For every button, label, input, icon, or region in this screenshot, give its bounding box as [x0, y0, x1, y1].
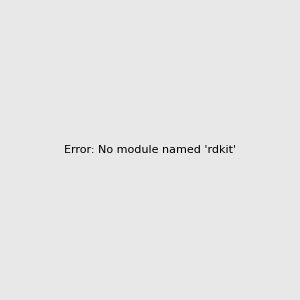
Text: Error: No module named 'rdkit': Error: No module named 'rdkit'	[64, 145, 236, 155]
